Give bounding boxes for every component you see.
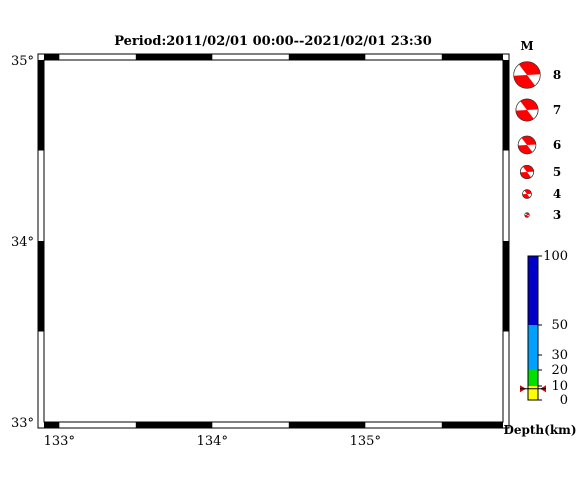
depth-colorbar-band (528, 370, 538, 386)
magnitude-legend-symbol (522, 189, 532, 199)
magnitude-legend-symbol (513, 61, 541, 89)
lat-tick-label: 34° (11, 235, 34, 250)
depth-colorbar-tick-label: 30 (551, 348, 568, 363)
magnitude-legend-symbol (524, 212, 530, 218)
depth-colorbar-band (528, 325, 538, 370)
depth-colorbar-band (528, 386, 538, 400)
depth-colorbar-tick-label: 100 (543, 249, 568, 264)
lon-tick-label: 134° (197, 434, 228, 449)
depth-colorbar-tick-label: 20 (551, 363, 568, 378)
depth-colorbar-tick-label: 10 (551, 379, 568, 394)
depth-colorbar-tick-label: 50 (551, 318, 568, 333)
magnitude-legend-label: 4 (553, 187, 561, 201)
magnitude-legend-label: 6 (553, 138, 561, 152)
magnitude-legend-heading: M (520, 39, 533, 53)
magnitude-legend: M 8 7 6 5 4 3 (513, 39, 561, 222)
depth-colorbar-label: Depth(km) (503, 423, 576, 437)
map-title: Period:2011/02/01 00:00--2021/02/01 23:3… (114, 34, 432, 49)
magnitude-legend-label: 5 (553, 165, 561, 179)
lat-tick-label: 33° (11, 416, 34, 431)
depth-colorbar-tick-label: 0 (560, 393, 568, 408)
axis-tick-labels: 133° 134° 135° 35° 34° 33° (11, 54, 381, 449)
lon-tick-label: 133° (44, 434, 75, 449)
lat-tick-label: 35° (11, 54, 34, 69)
magnitude-legend-symbol (519, 165, 534, 180)
magnitude-legend-symbol (517, 135, 537, 155)
magnitude-legend-symbol (515, 98, 539, 122)
lon-tick-label: 135° (350, 434, 381, 449)
magnitude-legend-label: 3 (553, 208, 561, 222)
magnitude-legend-label: 8 (553, 68, 561, 82)
magnitude-legend-label: 7 (553, 103, 561, 117)
depth-colorbar-band (528, 256, 538, 325)
map-frame (37, 53, 510, 429)
